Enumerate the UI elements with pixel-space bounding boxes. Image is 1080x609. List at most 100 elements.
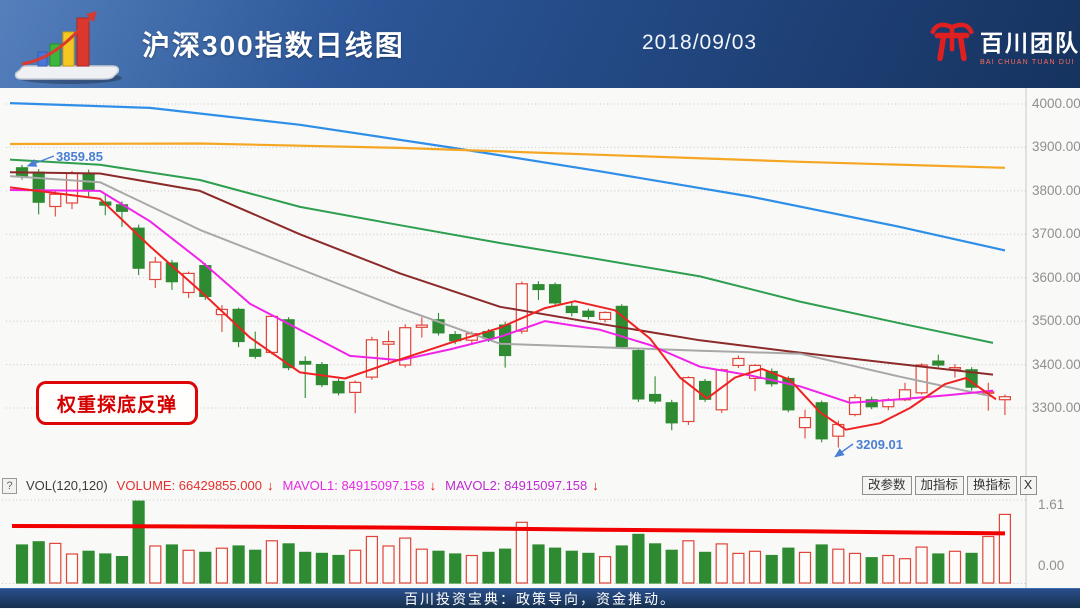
volume-bar: [399, 537, 412, 584]
down-arrow-icon: ↓: [429, 478, 437, 493]
candle-body: [65, 172, 79, 204]
price-tick-label: 3700.00: [1032, 226, 1080, 241]
volume-axis-max: 1.61: [1038, 497, 1065, 512]
header-bar: 沪深300指数日线图 2018/09/03 百川团队 BAI CHUAN TUA…: [0, 0, 1080, 88]
candle-body: [948, 367, 962, 370]
volume-bar: [998, 513, 1012, 584]
volume-bar: [665, 549, 678, 584]
high-annotation-arrow: [26, 155, 55, 167]
close-indicator-button[interactable]: X: [1019, 476, 1037, 495]
volume-bars-layer: [15, 500, 1012, 584]
volume-bar: [982, 535, 995, 584]
volume-bar: [882, 554, 895, 584]
price-tick-label: 3600.00: [1032, 270, 1080, 285]
candle-body: [165, 262, 178, 283]
volume-axis-min: 0.00: [1038, 558, 1065, 573]
volume-bar: [332, 554, 345, 584]
baichuan-bull-icon: [930, 22, 974, 62]
volume-bar: [349, 549, 362, 584]
indicator-bar: ? VOL(120,120) VOLUME: 66429855.000 ↓ MA…: [2, 477, 599, 494]
down-arrow-icon: ↓: [266, 478, 274, 493]
ma-green: [9, 158, 994, 344]
volume-bar: [465, 554, 478, 584]
brand-logo: 百川团队 BAI CHUAN TUAN DUI: [930, 16, 1080, 66]
ma-maroon: [9, 171, 994, 376]
candle-body: [182, 272, 195, 294]
ma-lines-layer: [9, 102, 1006, 431]
volume-bar: [15, 544, 29, 584]
volume-bar: [715, 543, 728, 584]
footer-slogan: 百川投资宝典：政策导向，资金推动。: [404, 590, 676, 607]
candle-body: [665, 402, 678, 424]
volume-bar: [682, 540, 695, 584]
volume-bar: [415, 548, 428, 584]
volume-bar: [99, 553, 112, 584]
candle-body: [582, 310, 595, 318]
volume-bar: [765, 554, 778, 584]
candlestick-chart[interactable]: [0, 88, 1080, 588]
volume-bar: [865, 557, 878, 584]
candle-body: [415, 324, 428, 328]
volume-bar: [182, 549, 195, 584]
candle-body: [132, 227, 145, 269]
volume-bar: [232, 545, 245, 584]
mavol-line: [11, 524, 1006, 536]
candle-body: [815, 402, 828, 440]
volume-bar: [265, 540, 278, 584]
volume-bar: [499, 548, 512, 584]
add-indicator-button[interactable]: 加指标: [914, 476, 965, 495]
volume-bar: [299, 551, 312, 584]
candle-body: [349, 381, 362, 393]
volume-bar: [115, 555, 129, 584]
ma-blue: [9, 102, 1006, 252]
volume-bar: [832, 548, 845, 584]
change-params-button[interactable]: 改参数: [862, 476, 912, 495]
volume-bar: [598, 555, 612, 584]
brand-subtitle: BAI CHUAN TUAN DUI: [980, 59, 1075, 66]
candle-body: [249, 348, 262, 357]
candle-body: [915, 364, 928, 394]
candle-body: [682, 377, 695, 423]
header-date: 2018/09/03: [642, 31, 758, 54]
volume-bar: [315, 552, 328, 584]
help-button[interactable]: ?: [2, 477, 17, 494]
candle-body: [798, 417, 812, 429]
candle-body: [565, 305, 578, 314]
volume-bar: [748, 550, 762, 584]
candle-body: [732, 357, 745, 367]
price-tick-label: 3800.00: [1032, 183, 1080, 198]
candle-body: [382, 341, 395, 345]
candle-body: [632, 350, 645, 400]
ma-red: [9, 186, 997, 431]
chart-area[interactable]: [0, 88, 1080, 588]
candle-body: [232, 308, 245, 343]
footer-bar: 百川投资宝典：政策导向，资金推动。: [0, 588, 1080, 608]
volume-bar: [365, 535, 378, 584]
mavol1-value: MAVOL1: 84915097.158: [282, 478, 425, 493]
volume-bar: [282, 543, 295, 584]
brand-name: 百川团队: [980, 30, 1080, 56]
volume-bar: [32, 541, 45, 584]
low-annotation-arrow: [834, 443, 854, 458]
candle-body: [299, 360, 312, 365]
ma-orange: [9, 142, 1006, 169]
candle-body: [548, 284, 562, 304]
volume-value: VOLUME: 66429855.000: [116, 478, 262, 493]
annotation-callout: 权重探底反弹: [36, 381, 198, 425]
volume-bar: [249, 549, 262, 584]
volume-bar: [698, 551, 712, 584]
candle-body: [432, 319, 445, 334]
volume-bar: [815, 544, 828, 584]
indicator-toolbar: 改参数 加指标 换指标 X: [862, 476, 1037, 495]
volume-bar: [932, 553, 945, 584]
candle-body: [332, 380, 345, 394]
volume-bar: [382, 545, 395, 584]
candle-body: [932, 360, 945, 366]
candle-body: [532, 284, 545, 291]
volume-bar: [582, 552, 595, 584]
volume-bar: [199, 551, 212, 584]
volume-bar: [615, 545, 628, 584]
candle-body: [865, 399, 878, 408]
switch-indicator-button[interactable]: 换指标: [967, 476, 1017, 495]
price-tick-label: 3500.00: [1032, 313, 1080, 328]
